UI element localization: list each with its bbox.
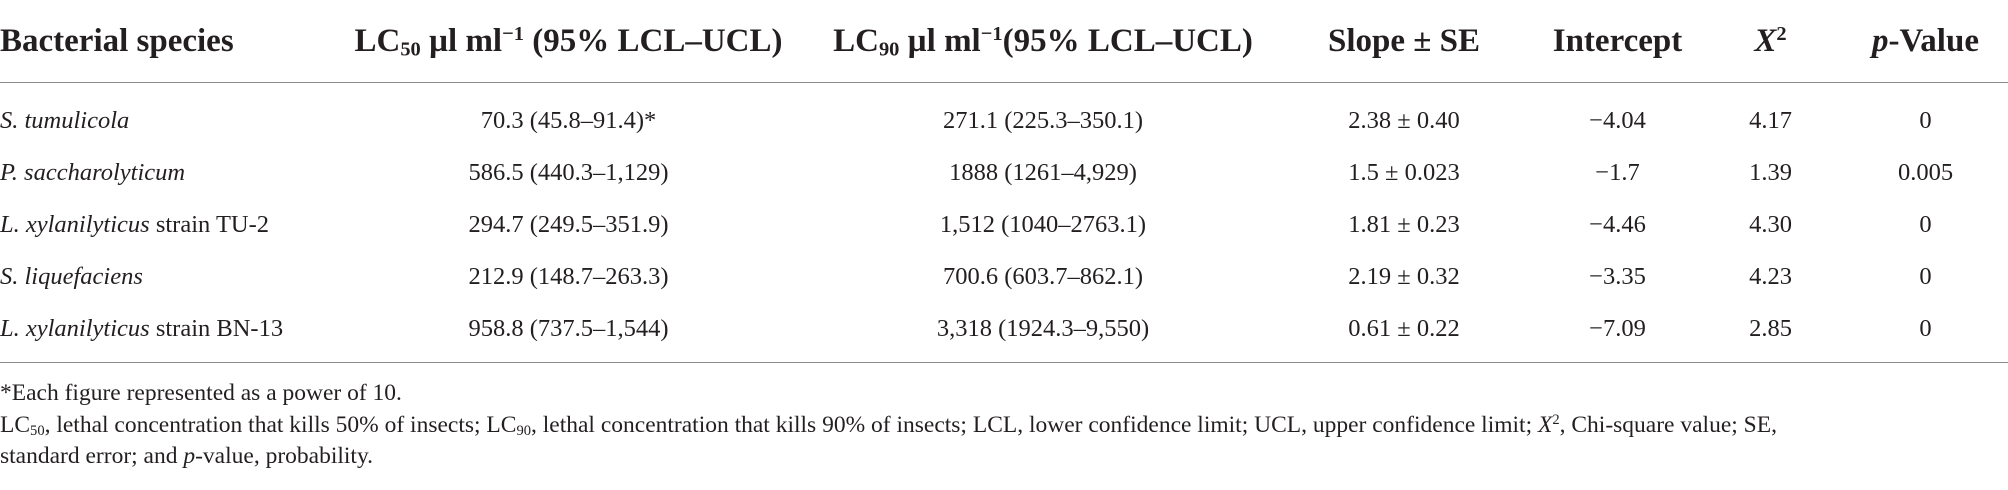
cell-intercept: −4.04 bbox=[1589, 107, 1646, 134]
cell-lc50: 958.8 (737.5–1,544) bbox=[468, 315, 669, 342]
cell-species: L. xylanilyticus strain TU-2 bbox=[0, 211, 270, 238]
footnote-abbreviations: LC50, lethal concentration that kills 50… bbox=[0, 411, 1777, 439]
cell-lc50: 70.3 (45.8–91.4)* bbox=[480, 107, 657, 134]
header-lc90: LC90 µl ml−1(95% LCL–UCL) bbox=[833, 22, 1253, 60]
cell-lc90: 271.1 (225.3–350.1) bbox=[942, 107, 1144, 134]
cell-chi-square: 1.39 bbox=[1749, 159, 1792, 186]
cell-chi-square: 4.23 bbox=[1749, 263, 1792, 290]
footnote-abbreviations-cont: standard error; and p-value, probability… bbox=[0, 443, 374, 469]
cell-p-value: 0.005 bbox=[1897, 159, 1954, 186]
header-lc50: LC50 µl ml−1 (95% LCL–UCL) bbox=[354, 22, 783, 60]
cell-slope: 1.5 ± 0.023 bbox=[1348, 159, 1460, 186]
cell-slope: 0.61 ± 0.22 bbox=[1348, 315, 1460, 342]
table-row: S. tumulicola 70.3 (45.8–91.4)* 271.1 (225… bbox=[0, 83, 2008, 148]
header-chi-square: X2 bbox=[1754, 22, 1787, 59]
cell-lc90: 700.6 (603.7–862.1) bbox=[942, 263, 1144, 290]
cell-slope: 2.19 ± 0.32 bbox=[1348, 263, 1460, 290]
cell-lc90: 1,512 (1040–2763.1) bbox=[939, 211, 1147, 238]
cell-chi-square: 4.17 bbox=[1749, 107, 1792, 134]
cell-lc50: 586.5 (440.3–1,129) bbox=[468, 159, 669, 186]
header-row: Bacterial species LC50 µl ml−1 (95% LCL–… bbox=[0, 0, 2008, 83]
results-table: Bacterial species LC50 µl ml−1 (95% LCL–… bbox=[0, 0, 2008, 355]
header-intercept: Intercept bbox=[1552, 22, 1683, 59]
cell-species: L. xylanilyticus strain BN-13 bbox=[0, 315, 284, 342]
cell-chi-square: 2.85 bbox=[1749, 315, 1792, 342]
cell-slope: 1.81 ± 0.23 bbox=[1348, 211, 1460, 238]
footnotes: *Each figure represented as a power of 1… bbox=[0, 378, 2008, 473]
cell-lc50: 294.7 (249.5–351.9) bbox=[468, 211, 669, 238]
cell-lc90: 1888 (1261–4,929) bbox=[949, 159, 1137, 186]
table-row: L. xylanilyticus strain TU-2 294.7 (249.5… bbox=[0, 199, 2008, 251]
header-slope: Slope ± SE bbox=[1328, 22, 1480, 59]
table-bottom-rule bbox=[0, 362, 2008, 363]
cell-p-value: 0 bbox=[1919, 315, 1932, 342]
cell-intercept: −7.09 bbox=[1589, 315, 1646, 342]
cell-slope: 2.38 ± 0.40 bbox=[1348, 107, 1460, 134]
table-row: P. saccharolyticum 586.5 (440.3–1,129) 188… bbox=[0, 147, 2008, 199]
cell-species: S. tumulicola bbox=[0, 107, 130, 134]
cell-intercept: −4.46 bbox=[1589, 211, 1646, 238]
cell-chi-square: 4.30 bbox=[1749, 211, 1792, 238]
cell-species: S. liquefaciens bbox=[0, 263, 143, 290]
cell-p-value: 0 bbox=[1919, 107, 1932, 134]
cell-p-value: 0 bbox=[1919, 263, 1932, 290]
cell-p-value: 0 bbox=[1919, 211, 1932, 238]
table-row: S. liquefaciens 212.9 (148.7–263.3) 700.6 … bbox=[0, 251, 2008, 303]
table-row: L. xylanilyticus strain BN-13 958.8 (737.… bbox=[0, 303, 2008, 355]
footnote-power-of-ten: *Each figure represented as a power of 1… bbox=[0, 380, 402, 406]
cell-lc90: 3,318 (1924.3–9,550) bbox=[936, 315, 1150, 342]
header-p-value: p-Value bbox=[1872, 22, 1979, 59]
cell-intercept: −1.7 bbox=[1595, 159, 1640, 186]
header-bacterial-species: Bacterial species bbox=[0, 22, 234, 59]
cell-intercept: −3.35 bbox=[1589, 263, 1646, 290]
cell-lc50: 212.9 (148.7–263.3) bbox=[468, 263, 669, 290]
cell-species: P. saccharolyticum bbox=[0, 159, 186, 186]
